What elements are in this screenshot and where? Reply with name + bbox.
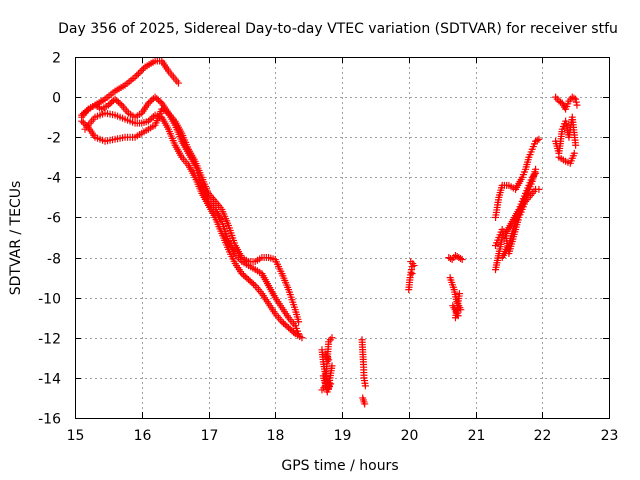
x-tick-label: 21 — [468, 428, 486, 444]
data-point — [446, 255, 454, 263]
data-point — [78, 117, 86, 125]
data-point — [246, 277, 254, 285]
y-tick-label: -14 — [38, 372, 61, 388]
data-point — [146, 98, 154, 106]
data-point — [327, 380, 335, 388]
data-point — [106, 100, 114, 108]
data-point — [156, 98, 164, 106]
y-tick-label: -8 — [47, 252, 61, 268]
data-point — [248, 279, 256, 287]
data-point — [139, 65, 147, 73]
data-point — [328, 334, 336, 342]
data-point — [532, 165, 540, 173]
data-point — [148, 96, 156, 104]
x-tick-label: 20 — [401, 428, 419, 444]
data-point — [572, 95, 580, 103]
data-point — [240, 271, 248, 279]
x-tick-label: 16 — [134, 428, 152, 444]
data-point — [148, 114, 156, 122]
y-tick-label: -6 — [47, 211, 61, 227]
data-point — [149, 113, 157, 121]
data-point — [456, 255, 464, 263]
data-point — [573, 101, 581, 109]
data-point — [79, 119, 87, 127]
data-point — [144, 99, 152, 107]
data-point — [174, 79, 182, 87]
data-point — [455, 290, 463, 298]
data-point — [407, 266, 415, 274]
data-point — [153, 95, 161, 103]
data-point — [535, 185, 543, 193]
x-tick-label: 19 — [334, 428, 352, 444]
data-point — [295, 318, 303, 326]
data-point — [134, 70, 142, 78]
data-point — [533, 136, 541, 144]
gridlines — [75, 57, 609, 418]
x-axis-label: GPS time / hours — [281, 458, 398, 474]
data-point — [133, 71, 141, 79]
data-point — [572, 98, 580, 106]
data-point — [278, 318, 286, 326]
data-points — [78, 57, 581, 408]
data-point — [250, 280, 258, 288]
data-point — [408, 270, 416, 278]
data-point — [570, 94, 578, 102]
data-point — [285, 324, 293, 332]
data-point — [151, 93, 159, 101]
data-point — [361, 382, 369, 390]
data-point — [114, 98, 122, 106]
data-point — [286, 325, 294, 333]
y-tick-label: -2 — [47, 131, 61, 147]
y-tick-label: -12 — [38, 332, 61, 348]
data-point — [458, 256, 466, 264]
x-tick-label: 22 — [534, 428, 552, 444]
data-point — [146, 116, 154, 124]
x-tick-label: 18 — [267, 428, 285, 444]
data-point — [245, 276, 253, 284]
data-point — [281, 321, 289, 329]
data-point — [457, 306, 465, 314]
x-tick-label: 17 — [201, 428, 219, 444]
data-point — [144, 117, 152, 125]
x-tick-label: 23 — [601, 428, 619, 444]
y-tick-label: -4 — [47, 171, 61, 187]
data-point — [113, 97, 121, 105]
data-point — [290, 328, 298, 336]
data-point — [241, 273, 249, 281]
data-point — [116, 100, 124, 108]
data-point — [136, 68, 144, 76]
data-point — [298, 334, 306, 342]
data-point — [111, 95, 119, 103]
data-point — [572, 141, 580, 149]
data-point — [288, 327, 296, 335]
y-axis-label: SDTVAR / TECUs — [8, 181, 24, 296]
plot-frame — [75, 57, 610, 419]
y-tick-label: -16 — [38, 412, 61, 428]
data-point — [138, 66, 146, 74]
data-point — [104, 101, 112, 109]
data-point — [154, 96, 162, 104]
data-point — [410, 262, 418, 270]
chart-title: Day 356 of 2025, Sidereal Day-to-day VTE… — [58, 21, 618, 37]
data-point — [243, 274, 251, 282]
data-point — [108, 98, 116, 106]
data-point — [131, 73, 139, 81]
data-point — [361, 400, 369, 408]
y-tick-label: -10 — [38, 292, 61, 308]
data-point — [570, 149, 578, 157]
y-tick-label: 2 — [52, 51, 61, 67]
data-point — [407, 258, 415, 266]
x-tick-label: 15 — [67, 428, 85, 444]
data-point — [325, 356, 333, 364]
data-point — [535, 135, 543, 143]
data-point — [280, 319, 288, 327]
data-point — [238, 270, 246, 278]
y-tick-label: 0 — [52, 91, 61, 107]
data-point — [283, 322, 291, 330]
